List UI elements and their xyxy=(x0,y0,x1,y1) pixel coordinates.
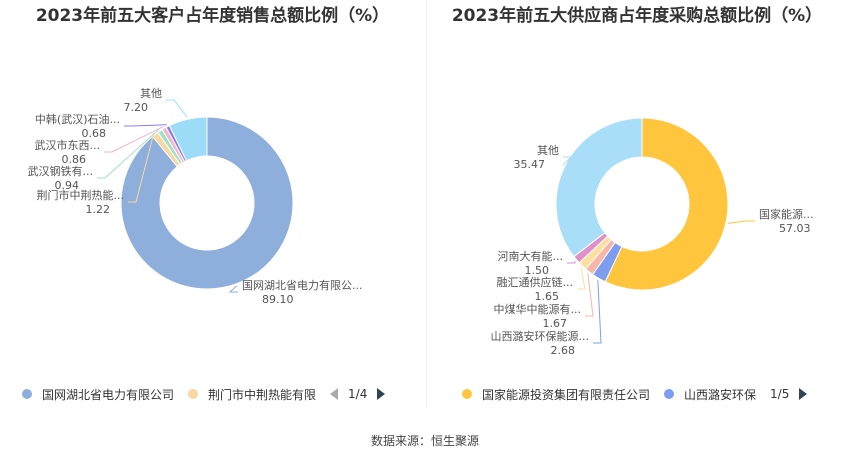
pie-slice[interactable] xyxy=(168,116,208,162)
slice-label: 荆门市中荆热能... xyxy=(37,188,125,202)
slice-value-label: 0.68 xyxy=(82,127,107,140)
slice-value-label: 7.20 xyxy=(124,101,149,114)
right-chart-title: 2023年前五大供应商占年度采购总额比例（%） xyxy=(451,6,823,26)
slice-value-label: 1.67 xyxy=(543,317,568,330)
right-legend-item-2[interactable]: 山西潞安环保 xyxy=(664,386,756,403)
right-legend: 国家能源投资集团有限责任公司 山西潞安环保 1/5 xyxy=(462,384,808,404)
label-leader-line xyxy=(166,99,188,118)
label-leader-line xyxy=(585,273,594,317)
legend-dot-icon xyxy=(188,389,199,399)
slice-value-label: 0.86 xyxy=(62,153,87,166)
legend-label: 荆门市中荆热能有限 xyxy=(208,387,317,402)
label-leader-line xyxy=(593,280,602,344)
slice-value-label: 1.22 xyxy=(86,203,111,216)
slice-label: 国网湖北省电力有限公... xyxy=(242,278,363,292)
left-chart-title: 2023年前五大客户占年度销售总额比例（%） xyxy=(35,6,390,26)
label-leader-line xyxy=(562,156,573,166)
label-leader-line xyxy=(228,285,238,293)
right-legend-pager: 1/5 xyxy=(770,387,808,401)
pie-slice[interactable] xyxy=(555,117,643,258)
slice-label: 国家能源... xyxy=(759,207,814,221)
prev-page-icon[interactable] xyxy=(330,388,339,400)
label-leader-line xyxy=(124,124,167,127)
data-source-note: 数据来源：恒生聚源 xyxy=(370,434,479,448)
label-leader-line xyxy=(104,126,164,153)
legend-label: 国家能源投资集团有限责任公司 xyxy=(482,387,651,402)
next-page-icon[interactable] xyxy=(799,388,808,400)
legend-label: 山西潞安环保 xyxy=(684,387,757,402)
slice-value-label: 2.68 xyxy=(551,344,576,357)
pie-slice[interactable] xyxy=(120,116,294,290)
slice-label: 河南大有能... xyxy=(498,249,564,263)
legend-label: 国网湖北省电力有限公司 xyxy=(42,387,175,402)
left-legend-item-2[interactable]: 荆门市中荆热能有限 xyxy=(188,386,316,403)
right-donut-chart: 国家能源...57.03 山西潞安环保能源...2.68 中煤华中能源有...1.6… xyxy=(491,117,814,357)
slice-value-label: 35.47 xyxy=(514,158,546,171)
slice-label: 融汇通供应链... xyxy=(497,275,574,289)
left-donut-chart: 国网湖北省电力有限公...89.10 荆门市中荆热能...1.22 武汉钢铁有...… xyxy=(28,87,363,306)
left-chart-panel: 2023年前五大客户占年度销售总额比例（%） 国网湖北省电力有限公... 89.1… xyxy=(0,0,425,420)
left-legend-item-1[interactable]: 国网湖北省电力有限公司 xyxy=(22,386,174,403)
slice-label: 武汉钢铁有... xyxy=(28,164,94,178)
slice-value-label: 1.65 xyxy=(535,290,560,303)
right-legend-page: 1/5 xyxy=(770,387,790,401)
legend-dot-icon xyxy=(664,389,675,399)
label-leader-line xyxy=(567,261,576,264)
next-page-icon[interactable] xyxy=(377,388,386,400)
left-legend-page: 1/4 xyxy=(348,387,368,401)
panel-divider xyxy=(426,0,427,408)
label-leader-line xyxy=(128,132,155,203)
label-leader-line xyxy=(727,220,755,224)
right-chart-panel: 2023年前五大供应商占年度采购总额比例（%） 国家能源... 57.03 山西潞安… xyxy=(425,0,850,420)
legend-dot-icon xyxy=(22,389,32,399)
slice-label: 中韩(武汉)石油... xyxy=(35,112,120,126)
pie-slice[interactable] xyxy=(604,117,729,291)
label-leader-line xyxy=(577,267,586,290)
label-leader-line xyxy=(97,128,160,179)
slice-value-label: 57.03 xyxy=(779,222,811,235)
slice-label: 其他 xyxy=(140,87,162,100)
slice-value-label: 1.50 xyxy=(525,264,550,277)
left-legend-pager: 1/4 xyxy=(330,387,386,401)
slice-value-label: 89.10 xyxy=(262,293,294,306)
slice-label: 山西潞安环保能源... xyxy=(491,329,590,343)
slice-label: 其他 xyxy=(537,144,559,157)
left-legend: 国网湖北省电力有限公司 荆门市中荆热能有限 1/4 xyxy=(22,384,386,404)
slice-value-label: 0.94 xyxy=(55,179,80,192)
slice-label: 中煤华中能源有... xyxy=(494,302,582,316)
legend-dot-icon xyxy=(462,389,472,399)
slice-label: 武汉市东西... xyxy=(35,138,101,152)
right-legend-item-1[interactable]: 国家能源投资集团有限责任公司 xyxy=(462,386,650,403)
